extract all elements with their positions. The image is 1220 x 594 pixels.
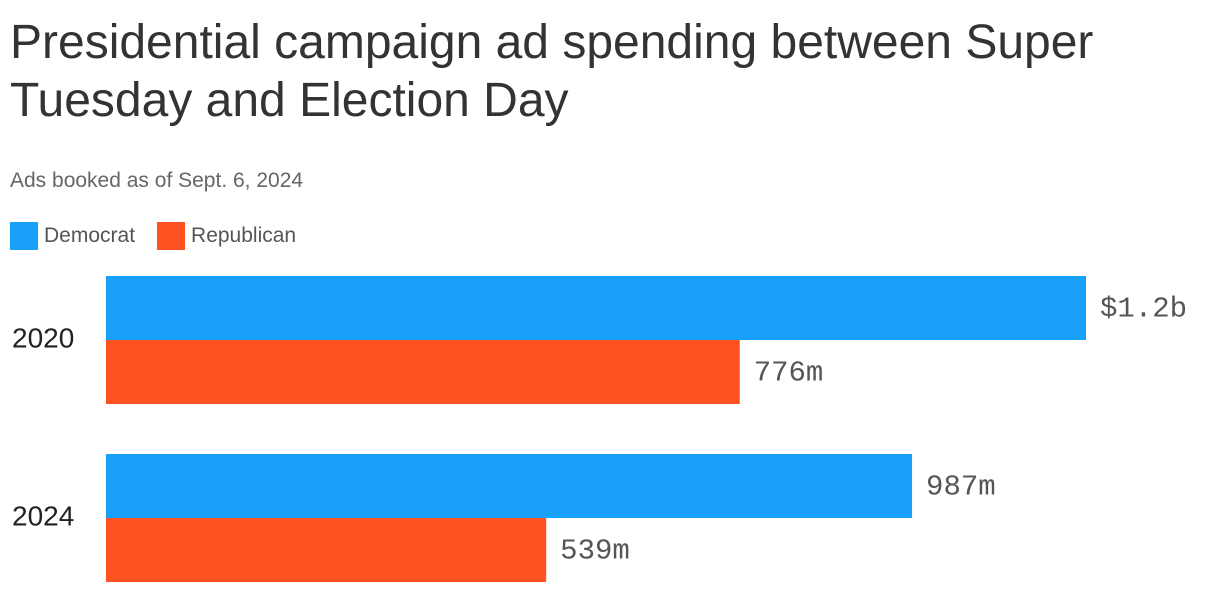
bar-republican-2020 [106,340,740,404]
chart-title: Presidential campaign ad spending betwee… [10,16,1094,127]
bar-democrat-2020 [106,276,1086,340]
data-label-republican-2020: 776m [754,357,824,390]
legend: Democrat Republican [10,222,318,250]
legend-label-republican: Republican [191,224,297,247]
legend-label-democrat: Democrat [44,224,136,247]
legend-swatch-republican [157,222,186,250]
chart-subtitle: Ads booked as of Sept. 6, 2024 [10,169,304,192]
data-label-democrat-2020: $1.2b [1100,293,1187,326]
data-label-republican-2024: 539m [560,535,630,568]
y-tick-label-2020: 2020 [12,322,74,353]
bar-republican-2024 [106,518,547,582]
y-tick-label-2024: 2024 [12,500,74,531]
data-label-democrat-2024: 987m [926,471,996,504]
bar-democrat-2024 [106,454,913,518]
legend-item-republican: Republican [157,222,296,250]
legend-item-democrat: Democrat [10,222,135,250]
legend-swatch-democrat [10,222,38,250]
